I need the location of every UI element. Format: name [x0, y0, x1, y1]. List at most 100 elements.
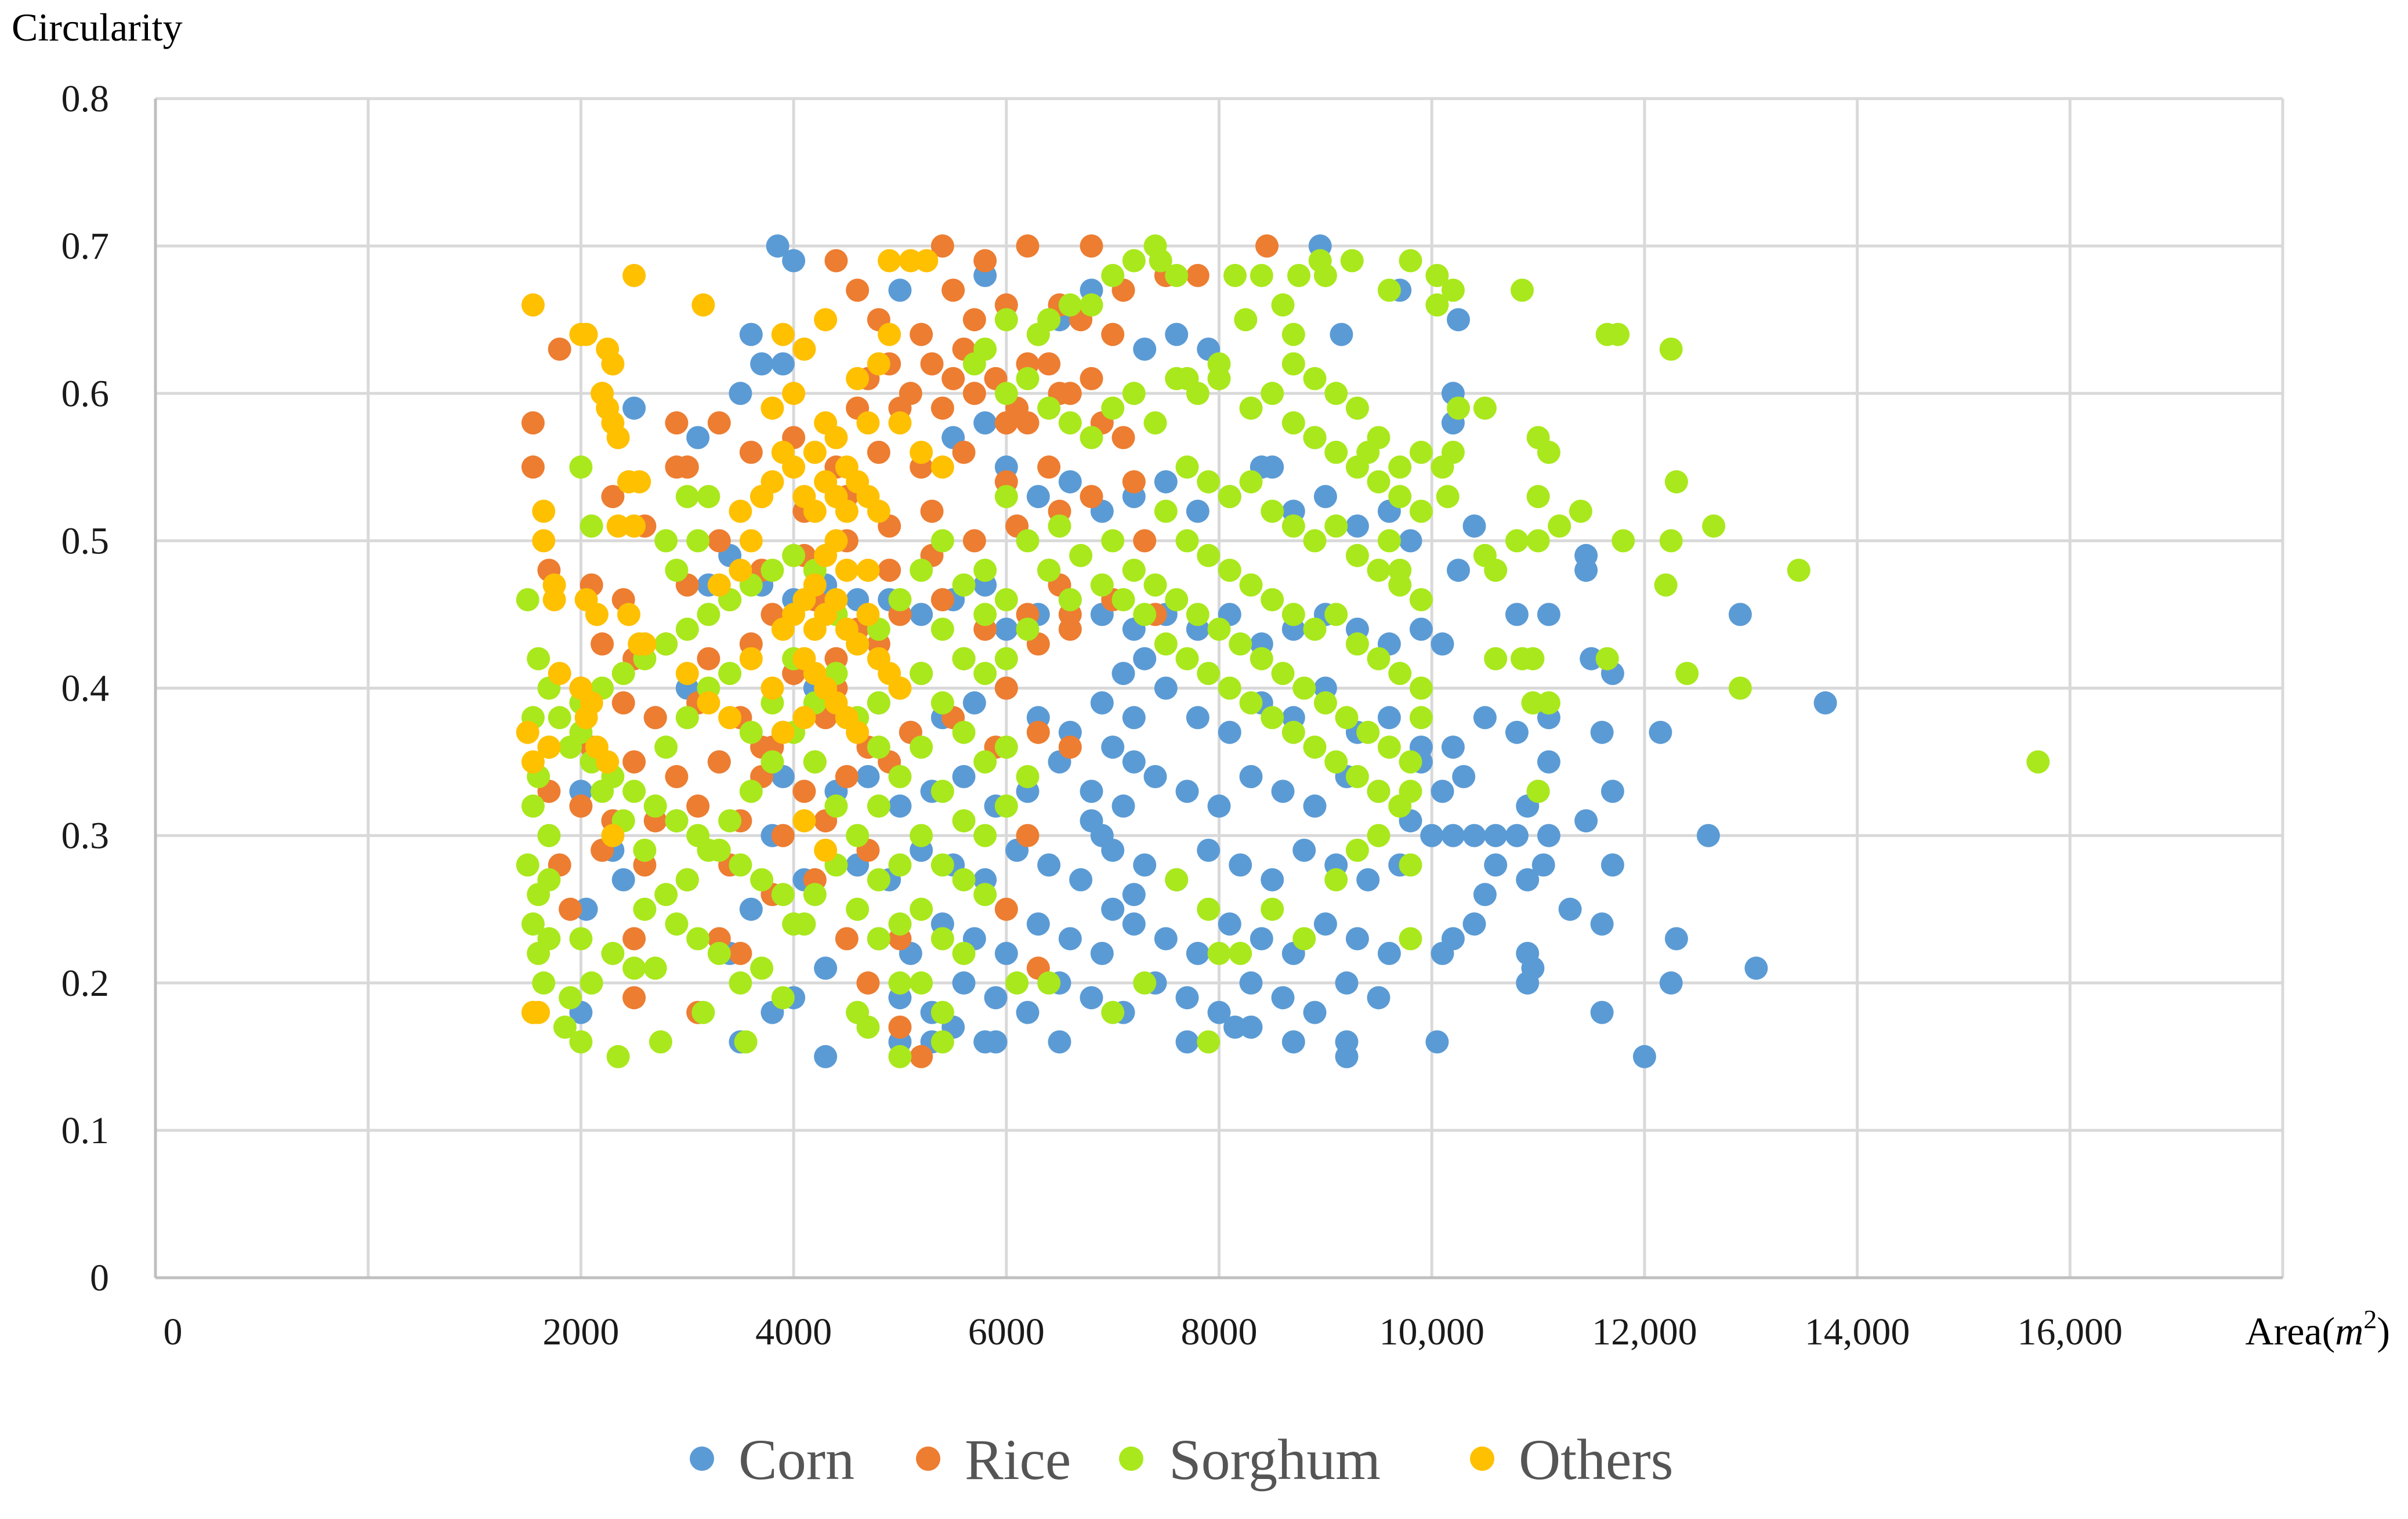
- point-corn: [739, 897, 763, 921]
- point-rice: [1122, 470, 1146, 494]
- x-tick-label: 0: [164, 1311, 183, 1353]
- x-axis-label-prefix: Area(: [2245, 1309, 2335, 1353]
- point-corn: [782, 249, 806, 273]
- point-corn: [1367, 986, 1391, 1010]
- point-others: [835, 559, 859, 582]
- point-sorghum: [718, 809, 742, 833]
- y-tick-label: 0.3: [61, 815, 110, 857]
- point-rice: [1058, 735, 1082, 759]
- point-sorghum: [1292, 927, 1316, 951]
- point-corn: [1133, 338, 1157, 361]
- point-corn: [1218, 912, 1241, 936]
- point-corn: [1175, 1030, 1199, 1054]
- point-sorghum: [739, 720, 763, 744]
- x-axis-label: Area(m2): [2245, 1304, 2390, 1353]
- point-sorghum: [633, 897, 657, 921]
- x-axis-label-var: m: [2335, 1309, 2363, 1353]
- x-tick-label: 16,000: [2018, 1311, 2123, 1353]
- point-corn: [1090, 941, 1114, 965]
- point-sorghum: [1207, 617, 1231, 641]
- point-sorghum: [1345, 396, 1369, 420]
- point-sorghum: [1261, 382, 1284, 405]
- point-sorghum: [1441, 278, 1465, 302]
- point-others: [771, 322, 795, 346]
- point-rice: [1016, 234, 1040, 258]
- point-others: [856, 603, 880, 626]
- point-others: [782, 455, 806, 479]
- point-sorghum: [888, 588, 912, 611]
- point-sorghum: [622, 956, 646, 980]
- point-others: [585, 603, 609, 626]
- point-sorghum: [782, 543, 806, 567]
- point-corn: [1537, 750, 1560, 774]
- point-sorghum: [952, 573, 976, 597]
- point-sorghum: [1239, 396, 1263, 420]
- point-corn: [766, 234, 790, 258]
- point-sorghum: [1595, 647, 1619, 670]
- point-others: [606, 514, 630, 538]
- point-corn: [1431, 632, 1454, 656]
- point-sorghum: [1324, 868, 1348, 891]
- point-corn: [973, 411, 997, 435]
- point-sorghum: [1313, 264, 1337, 287]
- point-corn: [888, 278, 912, 302]
- point-sorghum: [1409, 588, 1433, 611]
- point-others: [601, 352, 625, 376]
- point-others: [628, 470, 651, 494]
- point-sorghum: [734, 1030, 758, 1054]
- point-sorghum: [559, 986, 582, 1010]
- point-sorghum: [643, 794, 667, 818]
- point-others: [697, 691, 720, 715]
- point-sorghum: [994, 485, 1018, 509]
- point-rice: [824, 249, 848, 273]
- point-corn: [1462, 824, 1486, 847]
- x-tick-label: 10,000: [1379, 1311, 1484, 1353]
- point-corn: [1574, 809, 1598, 833]
- point-sorghum: [888, 912, 912, 936]
- point-rice: [697, 647, 720, 670]
- point-corn: [1292, 839, 1316, 862]
- point-others: [761, 396, 784, 420]
- x-tick-label: 12,000: [1592, 1311, 1697, 1353]
- point-rice: [867, 440, 890, 464]
- point-sorghum: [1197, 1030, 1221, 1054]
- point-corn: [1728, 603, 1752, 626]
- point-corn: [1165, 322, 1189, 346]
- point-corn: [1744, 956, 1768, 980]
- legend-item-others: Others: [1470, 1427, 1674, 1492]
- point-others: [729, 559, 752, 582]
- point-others: [606, 426, 630, 449]
- point-corn: [1558, 897, 1582, 921]
- point-sorghum: [910, 897, 933, 921]
- point-sorghum: [846, 1000, 870, 1024]
- legend-label-rice: Rice: [965, 1427, 1071, 1492]
- point-sorghum: [532, 971, 556, 995]
- point-sorghum: [553, 1016, 577, 1039]
- point-sorghum: [1431, 455, 1454, 479]
- point-corn: [1335, 1030, 1359, 1054]
- point-sorghum: [1133, 603, 1157, 626]
- point-rice: [569, 794, 593, 818]
- point-sorghum: [1016, 617, 1040, 641]
- point-corn: [984, 986, 1008, 1010]
- point-corn: [1122, 912, 1146, 936]
- series-others: [516, 249, 954, 1024]
- point-others: [824, 426, 848, 449]
- point-sorghum: [1281, 514, 1305, 538]
- point-corn: [1197, 839, 1221, 862]
- point-sorghum: [1037, 559, 1061, 582]
- point-corn: [1649, 720, 1672, 744]
- point-others: [739, 529, 763, 553]
- point-sorghum: [1425, 293, 1449, 317]
- point-others: [532, 529, 556, 553]
- y-axis-label: Circularity: [12, 5, 183, 49]
- point-sorghum: [867, 691, 890, 715]
- point-rice: [930, 588, 954, 611]
- series-corn: [569, 234, 1837, 1068]
- point-corn: [1600, 853, 1624, 877]
- point-rice: [675, 455, 699, 479]
- point-corn: [973, 1030, 997, 1054]
- point-others: [930, 455, 954, 479]
